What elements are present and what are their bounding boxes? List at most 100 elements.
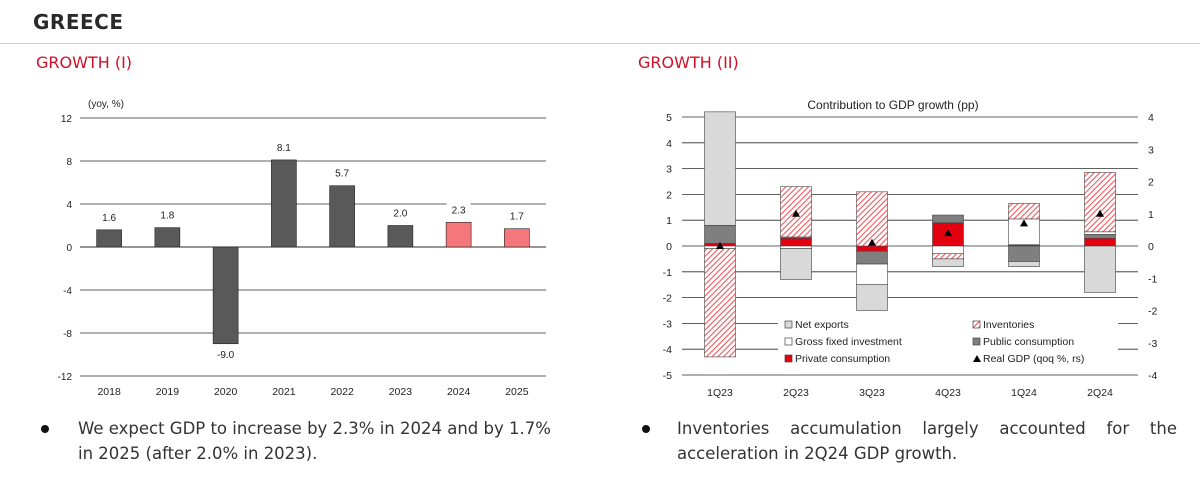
data-label: 1.8 <box>160 211 174 222</box>
data-label: 5.7 <box>335 169 349 180</box>
left-y-tick-label: -5 <box>663 370 672 382</box>
real-gdp-marker <box>868 238 876 246</box>
x-tick-label: 2025 <box>505 386 529 398</box>
bullet-dot-left <box>41 425 49 433</box>
right-y-tick-label: 2 <box>1148 177 1154 189</box>
y-tick-label: 8 <box>66 157 72 168</box>
x-tick-label: 2024 <box>447 386 471 398</box>
left-y-tick-label: 0 <box>666 241 672 253</box>
data-label-bg <box>210 347 241 361</box>
real-gdp-marker <box>1096 209 1104 217</box>
left-y-tick-label: 2 <box>666 189 672 201</box>
gdp-growth-bar-chart: -12 -8 -4 0 4 8 12 (yoy, %) 1.6 2018 1.8 2019 -9.0 20… <box>58 99 546 398</box>
y-tick-label: 0 <box>66 243 72 254</box>
right-y-tick-label: -4 <box>1148 370 1157 382</box>
right-bullet-text: Inventories accumulation largely account… <box>677 416 1177 466</box>
left-bullet-text: We expect GDP to increase by 2.3% in 202… <box>78 416 598 466</box>
left-bullet-line-1: We expect GDP to increase by 2.3% in 202… <box>78 419 551 438</box>
legend-label: Private consumption <box>795 353 890 365</box>
data-label-bg <box>97 210 122 224</box>
bar-gfi-2Q23 <box>780 245 812 249</box>
legend-swatch-net <box>784 320 793 329</box>
right-y-tick-label: 1 <box>1148 209 1154 221</box>
left-y-tick-label: 1 <box>666 215 672 227</box>
y-tick-label: 4 <box>66 200 72 211</box>
y-tick-label: -4 <box>63 286 72 297</box>
bar-inv-3Q23 <box>856 191 888 247</box>
left-y-tick-label: -2 <box>663 293 672 305</box>
x-tick-label: 2Q23 <box>783 387 809 399</box>
bar-pc-3Q23 <box>856 245 888 252</box>
bar-inv-2Q24 <box>1084 172 1116 233</box>
right-y-tick-label: 0 <box>1148 241 1154 253</box>
x-tick-label: 2022 <box>330 386 354 398</box>
country-title: GREECE <box>33 10 124 34</box>
legend-bg <box>778 314 1118 368</box>
bar-net-1Q23 <box>704 111 736 226</box>
bar-pub-3Q23 <box>856 250 888 265</box>
left-y-tick-label: -1 <box>663 267 672 279</box>
legend-swatch-pc <box>784 354 793 363</box>
bar-2019 <box>154 227 181 248</box>
left-bullet-line-2: in 2025 (after 2.0% in 2023). <box>78 444 318 463</box>
bar-pc-2Q24 <box>1084 237 1116 247</box>
x-tick-label: 1Q24 <box>1011 387 1037 399</box>
x-tick-label: 2020 <box>214 386 238 398</box>
bar-inv-1Q23 <box>704 248 736 358</box>
left-y-tick-label: 5 <box>666 112 672 124</box>
y-tick-label: 12 <box>61 114 73 125</box>
bar-inv-1Q24 <box>1008 203 1040 220</box>
real-gdp-marker <box>944 229 952 237</box>
left-y-tick-label: -4 <box>663 344 672 356</box>
legend-swatch-gdp <box>973 355 981 362</box>
legend-label: Real GDP (qoq %, rs) <box>983 353 1084 365</box>
real-gdp-marker <box>1020 219 1028 227</box>
legend-swatch-gfi <box>784 337 793 346</box>
right-y-tick-label: 4 <box>1148 112 1154 124</box>
bar-pub-1Q23 <box>704 225 736 244</box>
x-tick-label: 2019 <box>156 386 180 398</box>
bar-2024 <box>445 221 472 248</box>
bar-inv-4Q23 <box>932 253 964 260</box>
bar-net-1Q24 <box>1008 261 1040 267</box>
x-tick-label: 2Q24 <box>1087 387 1113 399</box>
chart-title: Contribution to GDP growth (pp) <box>807 98 978 112</box>
bar-gfi-3Q23 <box>856 263 888 285</box>
bar-net-3Q23 <box>856 284 888 311</box>
bar-net-2Q24 <box>1084 245 1116 293</box>
right-section-title: GROWTH (II) <box>638 53 739 72</box>
data-label-bg <box>504 209 529 223</box>
bar-2020 <box>212 246 239 345</box>
legend-label: Inventories <box>983 319 1034 331</box>
x-tick-label: 1Q23 <box>707 387 733 399</box>
bar-net-2Q23 <box>780 248 812 280</box>
data-label-bg <box>271 140 296 154</box>
right-y-tick-label: 3 <box>1148 144 1154 156</box>
data-label: -9.0 <box>217 350 235 361</box>
data-label: 2.0 <box>393 209 407 220</box>
real-gdp-marker <box>716 242 724 249</box>
page-header: GREECE <box>0 0 1200 44</box>
right-y-tick-label: -1 <box>1148 273 1157 285</box>
bar-2022 <box>329 185 355 248</box>
right-y-tick-label: -3 <box>1148 338 1157 350</box>
y-tick-label: -8 <box>63 329 72 340</box>
bar-pc-2Q23 <box>780 237 812 247</box>
bar-pub-1Q24 <box>1008 245 1040 262</box>
right-y-tick-label: -2 <box>1148 306 1157 318</box>
data-label-bg <box>446 203 471 217</box>
left-y-tick-label: -3 <box>663 318 672 330</box>
data-label: 2.3 <box>452 205 466 216</box>
title-bg <box>785 97 1005 113</box>
bar-pub-4Q23 <box>932 214 964 224</box>
bar-pub-2Q24 <box>1084 234 1116 239</box>
right-bullet-line-1: Inventories accumulation largely account… <box>677 419 1177 438</box>
bar-2021 <box>271 159 297 248</box>
unit-label: (yoy, %) <box>88 99 124 110</box>
gdp-contribution-stacked-chart: -5 -4 -3 -2 -1 0 1 2 3 4 5 -4 -3 -2 -1 0 1 2 3 4 Contributio… <box>663 97 1157 399</box>
legend-label: Net exports <box>795 319 849 331</box>
real-gdp-marker <box>792 209 800 217</box>
x-tick-label: 2023 <box>389 386 413 398</box>
legend-label: Public consumption <box>983 336 1074 348</box>
data-label: 1.6 <box>102 213 116 224</box>
